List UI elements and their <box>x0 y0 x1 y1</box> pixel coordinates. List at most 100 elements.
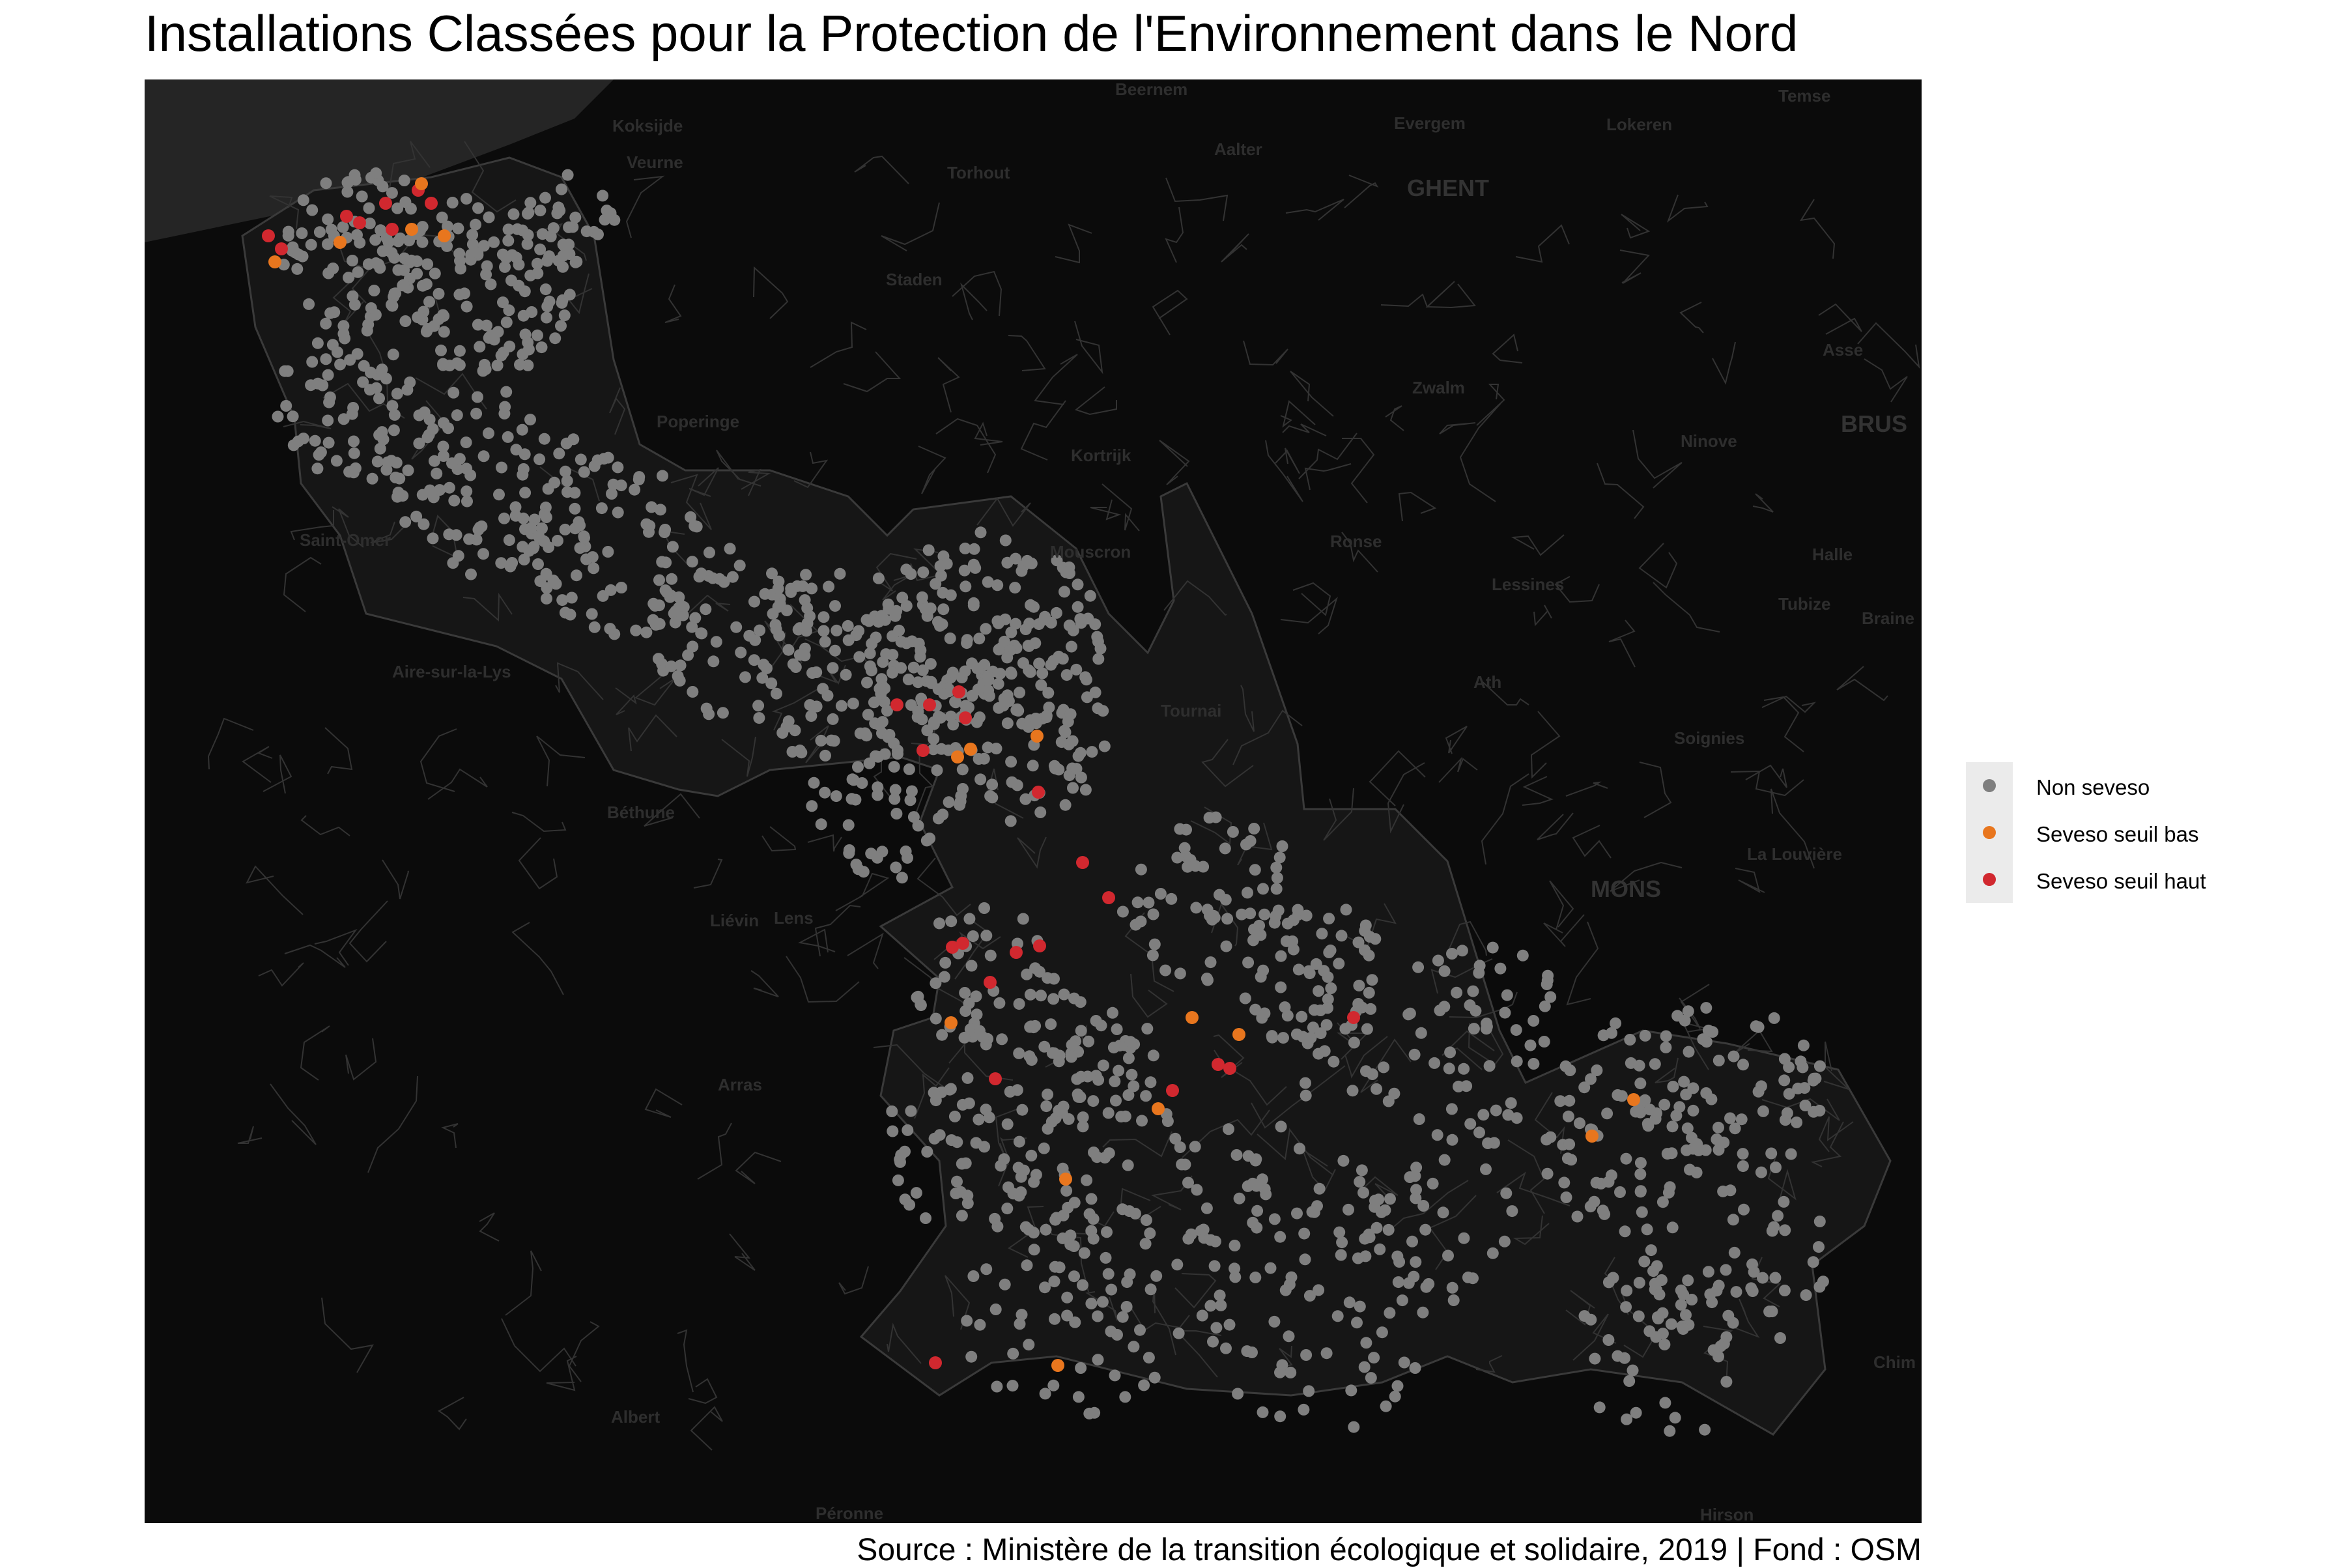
place-label: BRUS <box>1841 410 1908 437</box>
commune-boundary <box>536 735 586 787</box>
icpe-point-non-seveso <box>1257 1406 1269 1418</box>
icpe-point-non-seveso <box>1645 1244 1657 1257</box>
icpe-point-non-seveso <box>1593 1401 1606 1414</box>
icpe-point-non-seveso <box>460 436 472 449</box>
commune-boundary <box>1511 534 1565 556</box>
icpe-point-non-seveso <box>612 461 624 474</box>
icpe-point-non-seveso <box>1092 653 1105 665</box>
icpe-point-non-seveso <box>507 208 520 220</box>
icpe-point-non-seveso <box>448 386 460 399</box>
icpe-point-non-seveso <box>1677 1323 1689 1335</box>
icpe-point-non-seveso <box>1172 1327 1185 1339</box>
icpe-point-non-seveso <box>782 644 795 656</box>
icpe-point-non-seveso <box>1042 1089 1054 1101</box>
commune-boundary <box>628 714 677 752</box>
legend-item-seveso-seuil-bas: Seveso seuil bas <box>1966 809 2253 856</box>
commune-boundary <box>1730 770 1804 797</box>
icpe-point-non-seveso <box>347 466 360 478</box>
icpe-point-non-seveso <box>1040 1223 1052 1236</box>
icpe-point-non-seveso <box>1096 1296 1109 1308</box>
commune-boundary <box>1341 532 1378 573</box>
icpe-point-non-seveso <box>1143 896 1155 909</box>
icpe-point-non-seveso <box>1639 1029 1651 1042</box>
icpe-point-non-seveso <box>1735 1113 1748 1126</box>
icpe-point-non-seveso <box>1597 1029 1610 1042</box>
icpe-point-non-seveso <box>971 1008 983 1021</box>
icpe-point-non-seveso <box>1251 1221 1263 1234</box>
icpe-point-non-seveso <box>1249 1003 1262 1016</box>
icpe-point-non-seveso <box>514 358 526 371</box>
icpe-point-non-seveso <box>1393 1256 1406 1268</box>
icpe-point-non-seveso <box>1541 1133 1553 1146</box>
icpe-point-non-seveso <box>334 358 347 371</box>
map-canvas[interactable] <box>145 79 1922 1523</box>
commune-boundary <box>810 321 867 368</box>
icpe-point-non-seveso <box>1050 606 1062 619</box>
commune-boundary <box>917 857 971 917</box>
icpe-point-seveso-seuil-haut <box>262 229 275 242</box>
icpe-point-non-seveso <box>519 448 531 461</box>
icpe-point-non-seveso <box>961 637 973 649</box>
commune-boundary <box>753 266 789 319</box>
icpe-point-non-seveso <box>322 414 334 427</box>
commune-boundary <box>1476 384 1505 426</box>
icpe-point-non-seveso <box>447 557 459 569</box>
icpe-point-non-seveso <box>1483 1060 1496 1072</box>
commune-boundary <box>854 155 909 184</box>
icpe-point-non-seveso <box>1308 1004 1320 1016</box>
icpe-point-non-seveso <box>666 541 679 553</box>
icpe-point-non-seveso <box>398 175 410 186</box>
icpe-point-non-seveso <box>303 298 315 310</box>
icpe-point-non-seveso <box>1203 812 1215 824</box>
place-label: Péronne <box>816 1504 884 1523</box>
commune-boundary <box>1619 249 1650 284</box>
icpe-point-non-seveso <box>815 818 827 831</box>
place-label: Poperinge <box>657 412 740 431</box>
icpe-point-non-seveso <box>933 917 945 930</box>
icpe-point-non-seveso <box>435 344 447 356</box>
icpe-point-non-seveso <box>1707 1344 1720 1356</box>
icpe-point-non-seveso <box>371 455 384 468</box>
icpe-point-non-seveso <box>1528 1058 1540 1070</box>
icpe-point-non-seveso <box>983 1111 995 1124</box>
icpe-point-non-seveso <box>1174 967 1186 980</box>
icpe-point-non-seveso <box>1765 1147 1778 1160</box>
icpe-point-non-seveso <box>1065 640 1077 653</box>
icpe-point-non-seveso <box>322 213 334 225</box>
icpe-point-non-seveso <box>1480 1163 1492 1175</box>
commune-boundary <box>609 387 626 435</box>
icpe-point-non-seveso <box>1578 1310 1591 1322</box>
commune-boundary <box>382 859 410 900</box>
commune-boundary <box>1190 806 1232 845</box>
commune-boundary <box>1549 880 1574 930</box>
commune-boundary <box>511 922 564 995</box>
commune-boundary <box>804 638 868 665</box>
commune-boundary <box>644 793 700 827</box>
icpe-point-non-seveso <box>366 472 378 485</box>
icpe-point-non-seveso <box>1001 556 1014 569</box>
icpe-point-non-seveso <box>753 712 765 724</box>
icpe-point-seveso-seuil-haut <box>340 210 353 223</box>
icpe-point-non-seveso <box>872 572 885 584</box>
icpe-point-seveso-seuil-haut <box>353 216 366 229</box>
icpe-point-non-seveso <box>510 444 522 456</box>
icpe-point-non-seveso <box>397 279 410 291</box>
icpe-point-non-seveso <box>1276 1359 1288 1371</box>
icpe-point-non-seveso <box>1250 1180 1262 1192</box>
icpe-point-non-seveso <box>1214 1289 1226 1302</box>
icpe-point-non-seveso <box>865 848 877 860</box>
commune-boundary <box>283 420 332 429</box>
map-panel[interactable]: Beernem Koksijde Veurne Torhout Aalter E… <box>145 79 1922 1523</box>
commune-boundary <box>1085 1291 1118 1321</box>
icpe-point-non-seveso <box>886 1105 898 1117</box>
icpe-point-non-seveso <box>1138 1379 1150 1391</box>
icpe-point-non-seveso <box>522 343 535 356</box>
icpe-point-non-seveso <box>686 556 698 568</box>
icpe-point-non-seveso <box>687 686 699 698</box>
icpe-point-non-seveso <box>519 285 531 298</box>
commune-boundary <box>1301 1148 1336 1191</box>
icpe-point-non-seveso <box>1623 1375 1636 1387</box>
icpe-point-non-seveso <box>879 682 891 694</box>
icpe-point-non-seveso <box>416 236 429 248</box>
icpe-point-non-seveso <box>687 640 699 653</box>
